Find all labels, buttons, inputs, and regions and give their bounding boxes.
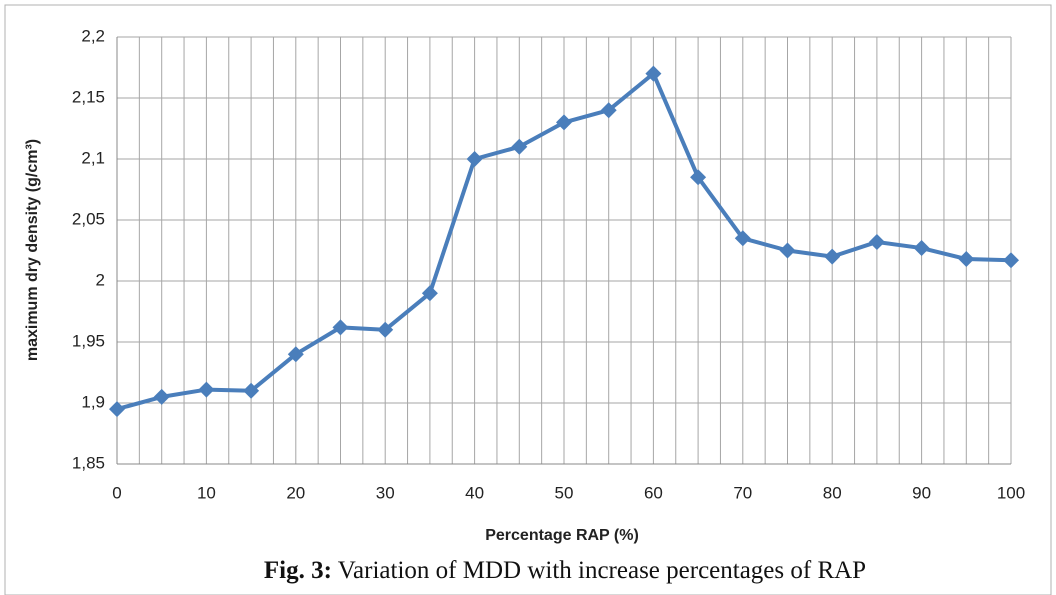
data-marker: [1003, 252, 1019, 269]
y-tick-label: 1,85: [72, 453, 105, 472]
x-tick-label: 0: [112, 483, 121, 502]
x-tick-label: 60: [644, 483, 663, 502]
data-marker: [466, 151, 483, 167]
y-tick-label: 2,2: [81, 26, 105, 45]
y-tick-label: 1,9: [81, 392, 105, 411]
x-tick-label: 10: [197, 483, 216, 502]
x-tick-label: 50: [555, 483, 574, 502]
data-marker: [958, 251, 975, 268]
data-marker: [824, 248, 841, 265]
y-tick-label: 2,1: [81, 148, 105, 167]
y-tick-label: 2,15: [72, 87, 105, 106]
x-tick-label: 100: [997, 483, 1025, 502]
x-tick-label: 20: [286, 483, 305, 502]
x-tick-label: 80: [823, 483, 842, 502]
data-marker: [511, 138, 528, 155]
data-marker: [109, 401, 125, 418]
x-axis-label: Percentage RAP (%): [485, 527, 639, 544]
data-marker: [868, 233, 885, 250]
data-marker: [198, 381, 215, 398]
data-marker: [734, 230, 751, 247]
data-marker: [287, 346, 304, 363]
data-marker: [600, 102, 617, 119]
data-marker: [913, 240, 930, 257]
data-marker: [645, 65, 662, 82]
y-tick-label: 2: [96, 270, 105, 289]
data-marker: [690, 169, 707, 186]
y-tick-label: 2,05: [72, 209, 105, 228]
caption-text: Variation of MDD with increase percentag…: [338, 557, 866, 584]
y-axis-label: maximum dry density (g/cm³): [24, 139, 41, 361]
data-marker: [421, 285, 438, 302]
data-marker: [779, 242, 796, 259]
data-marker: [332, 319, 349, 336]
data-marker: [377, 321, 394, 338]
caption: Fig. 3: Variation of MDD with increase p…: [264, 557, 866, 584]
data-marker: [153, 388, 170, 405]
x-tick-label: 70: [733, 483, 752, 502]
data-marker: [243, 382, 260, 399]
x-tick-label: 30: [376, 483, 395, 502]
y-tick-label: 1,95: [72, 331, 105, 350]
x-tick-label: 40: [465, 483, 484, 502]
caption-label: Fig. 3:: [264, 557, 332, 584]
data-marker: [556, 114, 572, 131]
x-tick-label: 90: [912, 483, 931, 502]
